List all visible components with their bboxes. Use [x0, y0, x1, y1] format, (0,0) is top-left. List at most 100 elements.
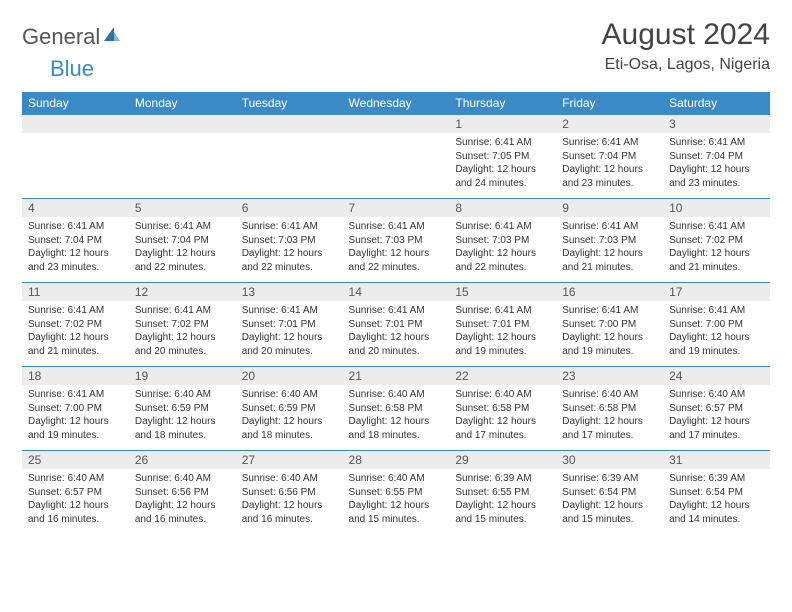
day-cell: 8Sunrise: 6:41 AMSunset: 7:03 PMDaylight… [449, 199, 556, 283]
sunrise: Sunrise: 6:39 AM [669, 472, 764, 486]
sunset: Sunset: 7:01 PM [455, 318, 550, 332]
logo: General [22, 24, 123, 50]
sunset: Sunset: 7:02 PM [28, 318, 123, 332]
daylight: Daylight: 12 hours and 19 minutes. [562, 331, 657, 358]
weekday-mon: Monday [129, 92, 236, 115]
sunrise: Sunrise: 6:40 AM [242, 388, 337, 402]
day-body: Sunrise: 6:40 AMSunset: 6:55 PMDaylight:… [343, 469, 450, 528]
day-cell: 22Sunrise: 6:40 AMSunset: 6:58 PMDayligh… [449, 367, 556, 451]
weekday-fri: Friday [556, 92, 663, 115]
daylight: Daylight: 12 hours and 17 minutes. [562, 415, 657, 442]
day-cell: 21Sunrise: 6:40 AMSunset: 6:58 PMDayligh… [343, 367, 450, 451]
sunset: Sunset: 6:55 PM [349, 486, 444, 500]
day-body: Sunrise: 6:41 AMSunset: 7:02 PMDaylight:… [663, 217, 770, 276]
daylight: Daylight: 12 hours and 22 minutes. [242, 247, 337, 274]
day-cell: 28Sunrise: 6:40 AMSunset: 6:55 PMDayligh… [343, 451, 450, 535]
sunrise: Sunrise: 6:41 AM [242, 220, 337, 234]
daylight: Daylight: 12 hours and 20 minutes. [349, 331, 444, 358]
day-body: Sunrise: 6:41 AMSunset: 7:01 PMDaylight:… [236, 301, 343, 360]
day-body: Sunrise: 6:40 AMSunset: 6:57 PMDaylight:… [22, 469, 129, 528]
daylight: Daylight: 12 hours and 15 minutes. [349, 499, 444, 526]
week-row: 11Sunrise: 6:41 AMSunset: 7:02 PMDayligh… [22, 283, 770, 367]
sunrise: Sunrise: 6:41 AM [562, 304, 657, 318]
day-body: Sunrise: 6:40 AMSunset: 6:59 PMDaylight:… [236, 385, 343, 444]
day-number: 28 [343, 451, 450, 469]
daylight: Daylight: 12 hours and 19 minutes. [669, 331, 764, 358]
day-number: 10 [663, 199, 770, 217]
sunrise: Sunrise: 6:41 AM [562, 220, 657, 234]
daylight: Daylight: 12 hours and 18 minutes. [242, 415, 337, 442]
daylight: Daylight: 12 hours and 14 minutes. [669, 499, 764, 526]
day-number: 3 [663, 115, 770, 133]
daylight: Daylight: 12 hours and 16 minutes. [135, 499, 230, 526]
sunrise: Sunrise: 6:40 AM [242, 472, 337, 486]
day-cell: 12Sunrise: 6:41 AMSunset: 7:02 PMDayligh… [129, 283, 236, 367]
sunset: Sunset: 7:03 PM [242, 234, 337, 248]
logo-text-general: General [22, 24, 100, 50]
day-cell: 13Sunrise: 6:41 AMSunset: 7:01 PMDayligh… [236, 283, 343, 367]
week-row: 1Sunrise: 6:41 AMSunset: 7:05 PMDaylight… [22, 115, 770, 199]
sunrise: Sunrise: 6:40 AM [28, 472, 123, 486]
day-cell [236, 115, 343, 199]
day-number: 6 [236, 199, 343, 217]
day-body: Sunrise: 6:41 AMSunset: 7:05 PMDaylight:… [449, 133, 556, 192]
sail-icon [101, 26, 121, 49]
location: Eti-Osa, Lagos, Nigeria [602, 56, 770, 74]
day-cell: 19Sunrise: 6:40 AMSunset: 6:59 PMDayligh… [129, 367, 236, 451]
daylight: Daylight: 12 hours and 22 minutes. [349, 247, 444, 274]
day-number: 30 [556, 451, 663, 469]
daylight: Daylight: 12 hours and 20 minutes. [242, 331, 337, 358]
daylight: Daylight: 12 hours and 17 minutes. [669, 415, 764, 442]
sunrise: Sunrise: 6:41 AM [562, 136, 657, 150]
day-body: Sunrise: 6:39 AMSunset: 6:54 PMDaylight:… [663, 469, 770, 528]
day-number [343, 115, 450, 133]
sunset: Sunset: 7:05 PM [455, 150, 550, 164]
sunrise: Sunrise: 6:41 AM [455, 136, 550, 150]
day-number: 24 [663, 367, 770, 385]
day-cell: 6Sunrise: 6:41 AMSunset: 7:03 PMDaylight… [236, 199, 343, 283]
day-body: Sunrise: 6:41 AMSunset: 7:00 PMDaylight:… [22, 385, 129, 444]
sunset: Sunset: 6:54 PM [669, 486, 764, 500]
day-number: 22 [449, 367, 556, 385]
week-row: 25Sunrise: 6:40 AMSunset: 6:57 PMDayligh… [22, 451, 770, 535]
sunrise: Sunrise: 6:40 AM [349, 472, 444, 486]
daylight: Daylight: 12 hours and 18 minutes. [135, 415, 230, 442]
sunset: Sunset: 7:04 PM [669, 150, 764, 164]
sunset: Sunset: 6:56 PM [135, 486, 230, 500]
day-cell: 27Sunrise: 6:40 AMSunset: 6:56 PMDayligh… [236, 451, 343, 535]
sunrise: Sunrise: 6:41 AM [455, 304, 550, 318]
day-number: 14 [343, 283, 450, 301]
day-cell [22, 115, 129, 199]
day-body: Sunrise: 6:41 AMSunset: 7:04 PMDaylight:… [556, 133, 663, 192]
sunset: Sunset: 7:04 PM [135, 234, 230, 248]
day-body: Sunrise: 6:41 AMSunset: 7:03 PMDaylight:… [236, 217, 343, 276]
day-cell: 14Sunrise: 6:41 AMSunset: 7:01 PMDayligh… [343, 283, 450, 367]
day-body: Sunrise: 6:41 AMSunset: 7:01 PMDaylight:… [449, 301, 556, 360]
sunset: Sunset: 6:54 PM [562, 486, 657, 500]
sunset: Sunset: 7:01 PM [349, 318, 444, 332]
day-cell: 15Sunrise: 6:41 AMSunset: 7:01 PMDayligh… [449, 283, 556, 367]
day-number: 19 [129, 367, 236, 385]
sunrise: Sunrise: 6:41 AM [242, 304, 337, 318]
sunrise: Sunrise: 6:41 AM [669, 304, 764, 318]
day-number: 20 [236, 367, 343, 385]
sunset: Sunset: 6:57 PM [669, 402, 764, 416]
daylight: Daylight: 12 hours and 19 minutes. [455, 331, 550, 358]
day-cell: 31Sunrise: 6:39 AMSunset: 6:54 PMDayligh… [663, 451, 770, 535]
day-number: 23 [556, 367, 663, 385]
sunset: Sunset: 6:55 PM [455, 486, 550, 500]
day-cell: 11Sunrise: 6:41 AMSunset: 7:02 PMDayligh… [22, 283, 129, 367]
sunset: Sunset: 6:58 PM [455, 402, 550, 416]
day-cell: 16Sunrise: 6:41 AMSunset: 7:00 PMDayligh… [556, 283, 663, 367]
day-cell: 10Sunrise: 6:41 AMSunset: 7:02 PMDayligh… [663, 199, 770, 283]
daylight: Daylight: 12 hours and 23 minutes. [562, 163, 657, 190]
day-number: 25 [22, 451, 129, 469]
day-number [129, 115, 236, 133]
day-number: 27 [236, 451, 343, 469]
sunset: Sunset: 7:04 PM [28, 234, 123, 248]
daylight: Daylight: 12 hours and 16 minutes. [28, 499, 123, 526]
day-number [236, 115, 343, 133]
day-number: 31 [663, 451, 770, 469]
day-body: Sunrise: 6:41 AMSunset: 7:04 PMDaylight:… [663, 133, 770, 192]
day-cell [343, 115, 450, 199]
